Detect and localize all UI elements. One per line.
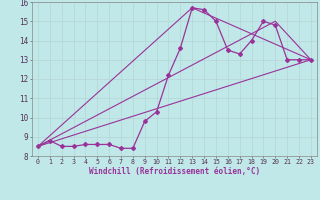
X-axis label: Windchill (Refroidissement éolien,°C): Windchill (Refroidissement éolien,°C) xyxy=(89,167,260,176)
